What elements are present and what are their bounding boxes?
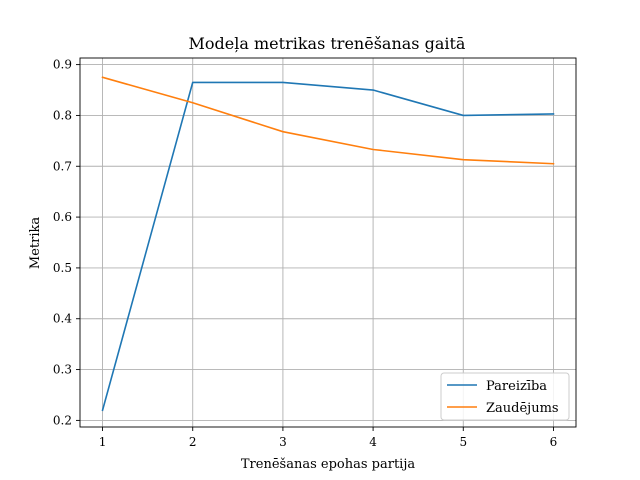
axis-ticks: 1 2 3 4 5 6 0.2 0.3 0.4 0.5 0.6 0.7 0.8 0.9: [53, 58, 557, 449]
x-axis-label: Trenēšanas epohas partija: [241, 457, 415, 472]
x-tick-label: 6: [550, 435, 558, 449]
y-tick-label: 0.6: [53, 210, 72, 224]
x-tick-label: 5: [459, 435, 467, 449]
x-tick-label: 4: [369, 435, 377, 449]
y-tick-label: 0.8: [53, 108, 72, 122]
y-tick-label: 0.7: [53, 159, 72, 173]
legend-label-pareiziba: Pareizība: [486, 379, 547, 394]
grid: [80, 58, 576, 427]
chart-title: Modeļa metrikas trenēšanas gaitā: [189, 34, 466, 53]
y-tick-label: 0.2: [53, 413, 72, 427]
x-tick-label: 3: [279, 435, 287, 449]
y-tick-label: 0.5: [53, 261, 72, 275]
y-tick-label: 0.3: [53, 363, 72, 377]
legend: Pareizība Zaudējums: [440, 372, 570, 421]
x-tick-label: 2: [189, 435, 197, 449]
y-axis-label: Metrika: [28, 217, 43, 269]
plot-area-frame: [79, 57, 577, 428]
y-tick-label: 0.4: [53, 312, 72, 326]
x-tick-label: 1: [99, 435, 107, 449]
series-lines: [101, 76, 555, 412]
series-line-pareiziba: [101, 81, 555, 412]
series-line-zaudejums: [101, 76, 555, 165]
legend-label-zaudejums: Zaudējums: [486, 401, 559, 416]
y-tick-label: 0.9: [53, 58, 72, 72]
